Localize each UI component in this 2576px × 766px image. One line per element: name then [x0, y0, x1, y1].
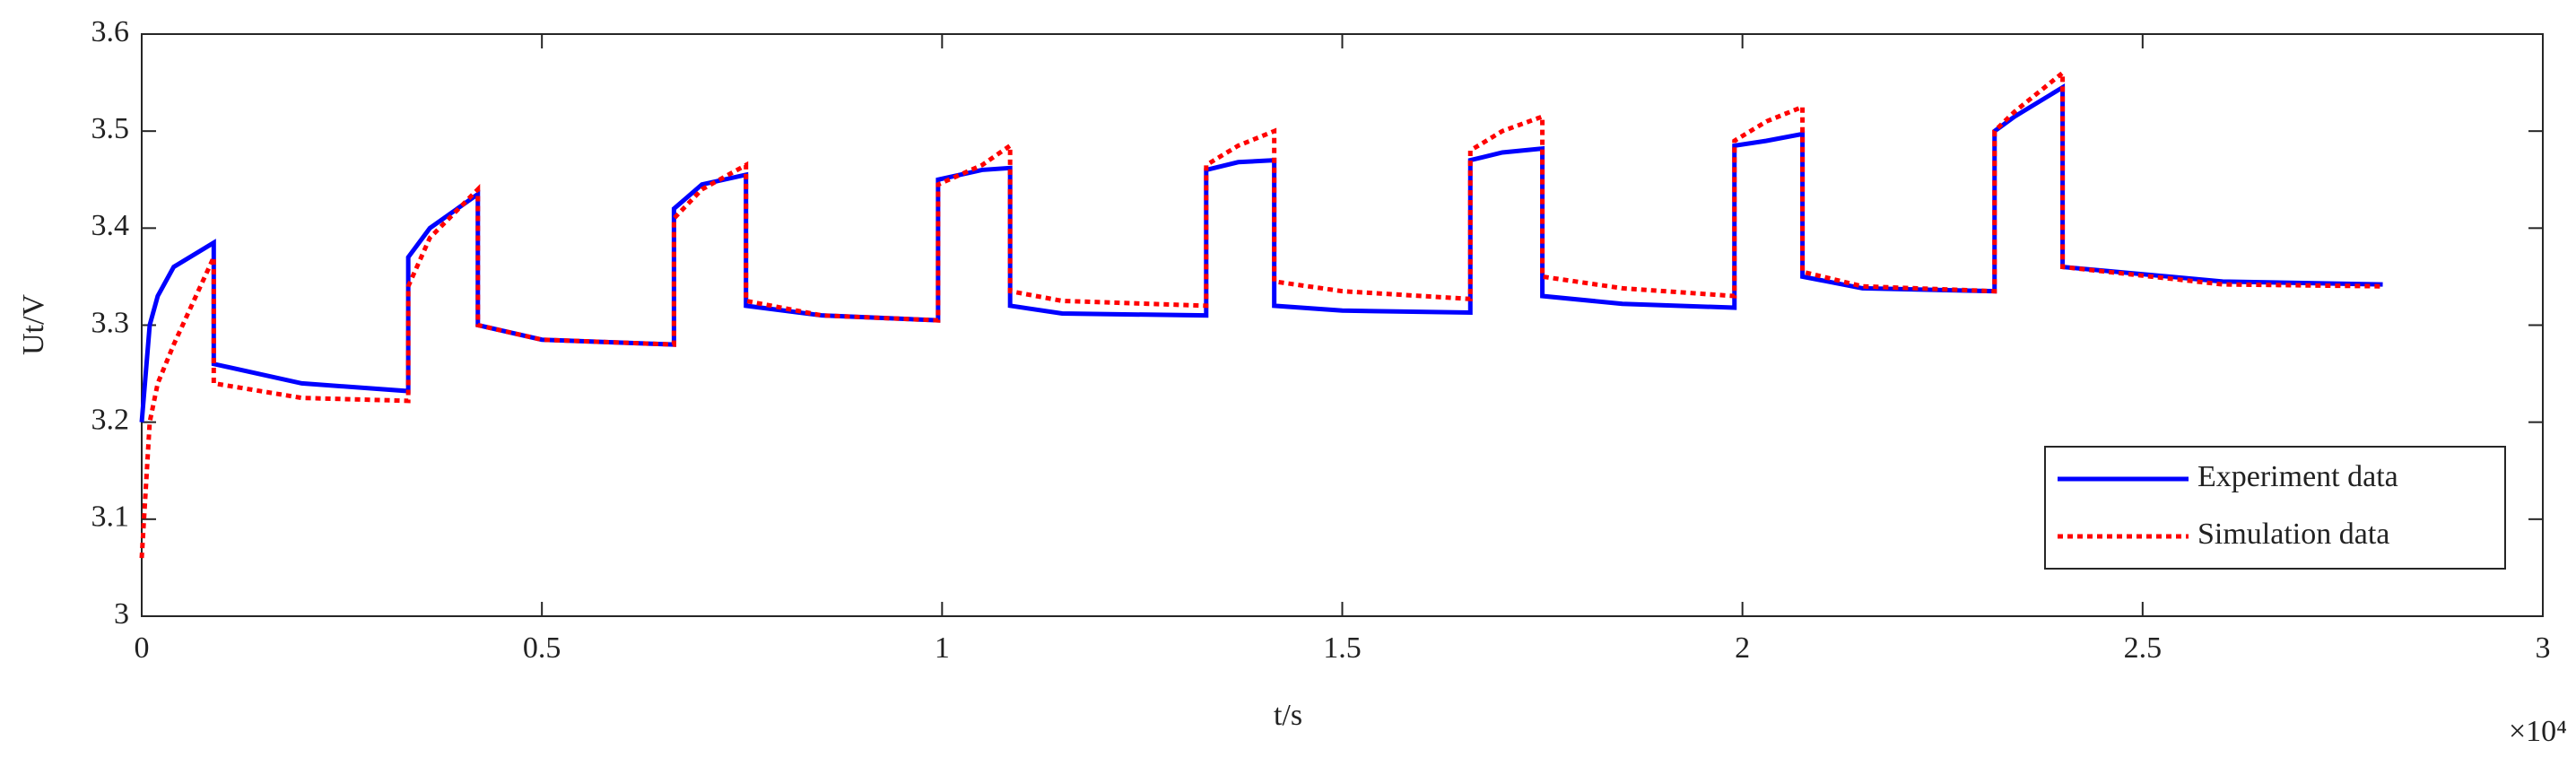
data-line [139, 83, 2383, 422]
x-tick-label: 1.5 [1323, 631, 1362, 665]
y-tick-label: 3.3 [91, 306, 130, 339]
x-multiplier: ×10⁴ [2509, 715, 2567, 748]
x-tick-label: 0 [135, 631, 150, 665]
y-tick-label: 3 [114, 597, 129, 631]
legend-box [2044, 446, 2506, 570]
data-line [139, 68, 2383, 559]
y-tick-label: 3.4 [91, 209, 130, 242]
x-tick-label: 3 [2536, 631, 2551, 665]
x-tick-label: 0.5 [523, 631, 561, 665]
x-axis-label: t/s [1274, 699, 1302, 732]
x-tick-label: 1 [935, 631, 950, 665]
legend-label: Simulation data [2197, 518, 2389, 551]
y-axis-label: Ut/V [17, 294, 50, 355]
y-tick-label: 3.5 [91, 112, 130, 145]
y-tick-label: 3.2 [91, 403, 130, 436]
y-tick-label: 3.1 [91, 501, 130, 534]
x-tick-label: 2 [1735, 631, 1750, 665]
legend-label: Experiment data [2197, 460, 2398, 493]
y-tick-label: 3.6 [91, 15, 130, 48]
x-tick-label: 2.5 [2124, 631, 2163, 665]
